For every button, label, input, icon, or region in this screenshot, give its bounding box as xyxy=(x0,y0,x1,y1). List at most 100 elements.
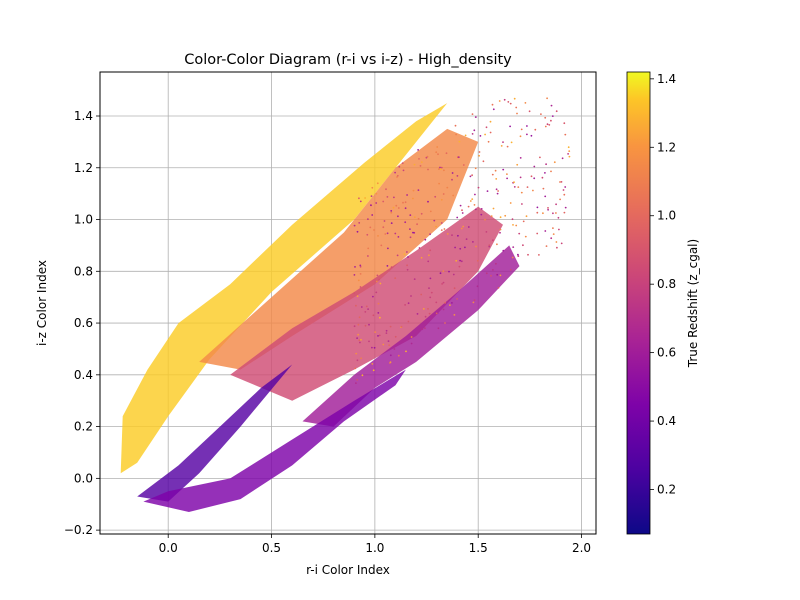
scatter-point xyxy=(490,215,493,218)
scatter-point xyxy=(544,195,547,198)
scatter-point xyxy=(404,201,407,204)
scatter-point xyxy=(385,329,388,332)
scatter-point xyxy=(486,190,489,193)
scatter-point xyxy=(515,224,518,227)
scatter-point xyxy=(460,227,463,230)
scatter-point xyxy=(424,315,427,318)
scatter-point xyxy=(451,178,453,181)
plot-frame xyxy=(99,71,597,535)
scatter-point xyxy=(359,265,362,268)
scatter-point xyxy=(357,279,360,282)
scatter-point xyxy=(424,327,426,329)
scatter-point xyxy=(459,247,462,250)
scatter-point xyxy=(377,312,380,314)
scatter-point xyxy=(504,214,507,217)
scatter-point xyxy=(550,119,552,122)
scatter-point xyxy=(378,334,381,337)
x-tick-label: 0.5 xyxy=(262,541,281,555)
scatter-point xyxy=(395,204,398,207)
scatter-point xyxy=(443,228,446,230)
scatter-point xyxy=(366,233,369,236)
scatter-point xyxy=(459,204,462,207)
scatter-point xyxy=(519,176,522,179)
scatter-point xyxy=(533,177,536,180)
scatter-point xyxy=(452,273,455,276)
scatter-point xyxy=(456,216,459,219)
scatter-point xyxy=(482,160,485,163)
scatter-point xyxy=(545,245,548,248)
scatter-point xyxy=(409,214,412,217)
scatter-point xyxy=(356,230,359,233)
scatter-point xyxy=(496,243,498,246)
scatter-point xyxy=(506,177,508,180)
scatter-point xyxy=(552,233,555,236)
scatter-point xyxy=(409,236,412,239)
scatter-point xyxy=(451,172,454,174)
scatter-point xyxy=(373,229,375,231)
scatter-point xyxy=(412,197,414,200)
scatter-point xyxy=(354,266,356,268)
scatter-point xyxy=(513,97,516,100)
scatter-point xyxy=(475,245,477,248)
scatter-point xyxy=(454,246,456,249)
scatter-point xyxy=(386,232,389,235)
scatter-point xyxy=(380,244,383,247)
scatter-point xyxy=(487,140,490,143)
scatter-point xyxy=(550,104,553,107)
scatter-point xyxy=(368,340,370,343)
scatter-point xyxy=(548,124,551,126)
colorbar-tick-label: 1.2 xyxy=(657,140,676,154)
point-cloud-region xyxy=(199,128,479,370)
scatter-point xyxy=(404,304,406,306)
scatter-point xyxy=(499,231,501,234)
scatter-point xyxy=(552,212,554,215)
scatter-point xyxy=(385,332,388,334)
scatter-point xyxy=(442,270,445,272)
scatter-point xyxy=(485,272,488,275)
scatter-point xyxy=(506,173,508,176)
scatter-point xyxy=(457,156,460,159)
scatter-point xyxy=(429,277,432,280)
scatter-point xyxy=(524,102,527,104)
scatter-point xyxy=(561,157,564,160)
scatter-point xyxy=(418,247,421,249)
scatter-point xyxy=(546,123,549,126)
scatter-point xyxy=(379,316,381,319)
scatter-point xyxy=(473,299,476,302)
scatter-point xyxy=(471,133,474,135)
scatter-point xyxy=(488,245,491,248)
scatter-point xyxy=(371,346,373,349)
scatter-point xyxy=(356,359,359,362)
scatter-point xyxy=(550,170,552,173)
scatter-point xyxy=(386,196,389,198)
scatter-point xyxy=(439,272,442,275)
scatter-point xyxy=(353,274,356,276)
scatter-point xyxy=(560,181,563,183)
scatter-point xyxy=(427,308,429,310)
scatter-point xyxy=(413,163,416,166)
scatter-point xyxy=(454,124,457,127)
scatter-point xyxy=(485,231,488,233)
scatter-point xyxy=(471,198,474,201)
scatter-point xyxy=(375,291,378,294)
x-tick-label: 1.5 xyxy=(469,541,488,555)
scatter-point xyxy=(392,206,395,209)
scatter-point xyxy=(476,259,479,262)
scatter-point xyxy=(443,169,445,172)
scatter-point xyxy=(556,246,558,249)
scatter-point xyxy=(545,163,547,166)
scatter-point xyxy=(385,188,387,191)
scatter-point xyxy=(360,338,362,341)
scatter-point xyxy=(551,115,554,117)
scatter-point xyxy=(489,120,492,123)
scatter-point xyxy=(547,207,549,209)
scatter-point xyxy=(403,253,406,256)
x-axis-label: r-i Color Index xyxy=(306,563,390,577)
scatter-points xyxy=(120,97,571,512)
scatter-point xyxy=(530,134,533,137)
point-cloud-region xyxy=(302,245,520,427)
scatter-point xyxy=(359,286,362,288)
scatter-point xyxy=(354,367,357,370)
scatter-point xyxy=(495,178,498,180)
scatter-point xyxy=(406,251,408,253)
